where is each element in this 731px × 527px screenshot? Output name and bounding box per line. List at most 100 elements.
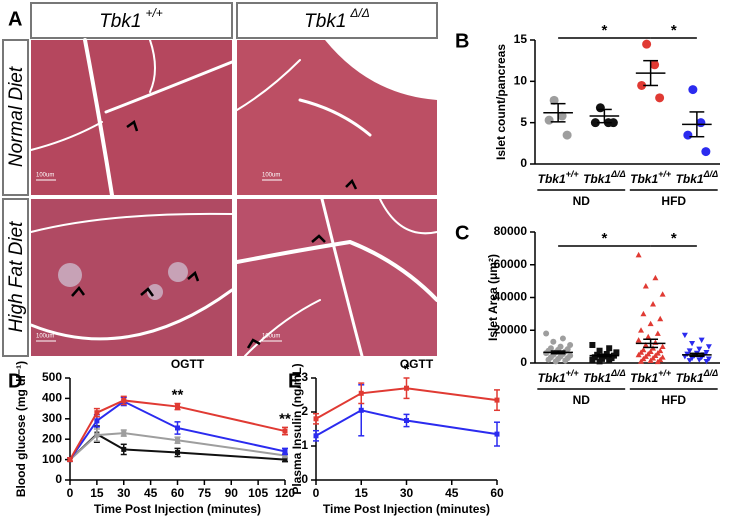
- y-tick-label: 10: [514, 74, 528, 88]
- data-point: [642, 341, 649, 348]
- x-tick-label: 60: [171, 486, 185, 500]
- x-tick-label: 30: [400, 486, 414, 500]
- genotype: +/+: [566, 169, 580, 179]
- x-tick-label: 45: [144, 486, 158, 500]
- panel-letter: E: [288, 370, 301, 392]
- data-point: [681, 332, 688, 339]
- x-tick-label: 0: [313, 486, 320, 500]
- arrowhead: [140, 287, 155, 297]
- genotype: Δ/Δ: [703, 169, 719, 179]
- data-point: [645, 350, 652, 357]
- x-tick-label: 45: [445, 486, 459, 500]
- y-tick-label: 300: [42, 411, 62, 425]
- gene: Tbk1: [538, 371, 566, 385]
- header-box: [30, 2, 233, 39]
- header-box: [236, 2, 438, 39]
- data-point: [657, 315, 664, 322]
- data-point: [689, 340, 696, 347]
- data-point: [686, 358, 693, 364]
- data-point: [647, 320, 654, 327]
- data-point: [559, 335, 566, 342]
- vein: [29, 288, 234, 341]
- data-point: [313, 416, 319, 422]
- y-axis-label: Islet Area (μm²): [486, 254, 500, 341]
- data-point: [175, 437, 180, 443]
- gene: Tbk1: [583, 172, 611, 186]
- data-point: [589, 341, 596, 348]
- data-point: [637, 80, 647, 90]
- x-tick-label: Tbk1+/+: [538, 169, 580, 186]
- data-point: [701, 147, 711, 157]
- data-point: [640, 346, 647, 353]
- y-tick-label: 0: [55, 472, 62, 486]
- data-point: [606, 345, 613, 352]
- arrowhead: [126, 119, 139, 132]
- data-point: [703, 358, 710, 365]
- x-tick-label: 105: [248, 486, 268, 500]
- vein: [298, 98, 372, 137]
- gene: Tbk1: [304, 11, 346, 32]
- data-point: [640, 355, 647, 362]
- x-tick-label: Tbk1Δ/Δ: [676, 368, 719, 385]
- data-point: [175, 425, 180, 431]
- data-point: [642, 39, 652, 49]
- data-point: [705, 344, 712, 350]
- arrowhead: [345, 178, 358, 190]
- panel-letter: A: [8, 8, 22, 30]
- significance-label: *: [671, 230, 677, 247]
- data-point: [606, 357, 613, 364]
- series-line: [315, 387, 498, 420]
- group-label: HFD: [661, 194, 686, 208]
- data-point: [650, 301, 657, 307]
- histology-image: 100um: [30, 38, 234, 197]
- vein: [235, 239, 439, 302]
- significance-label: *: [671, 22, 677, 39]
- row-label: Normal Diet: [6, 66, 27, 167]
- chart-title: OGTT: [400, 357, 434, 371]
- vein: [83, 38, 114, 197]
- x-tick-label: 75: [198, 486, 212, 500]
- significance-label: *: [601, 230, 607, 247]
- data-point: [549, 95, 559, 105]
- data-point: [659, 354, 666, 360]
- x-tick-label: Tbk1Δ/Δ: [676, 169, 719, 186]
- data-point: [562, 357, 569, 364]
- y-tick-label: 1: [301, 438, 308, 452]
- data-point: [686, 348, 693, 354]
- data-point: [596, 358, 603, 365]
- data-point: [543, 330, 550, 337]
- data-point: [94, 418, 100, 424]
- panel-letter: D: [8, 370, 22, 392]
- x-tick-label: Tbk1+/+: [630, 169, 672, 186]
- tissue: [237, 199, 437, 356]
- vein: [104, 60, 234, 114]
- data-point: [313, 433, 319, 439]
- data-point: [282, 453, 288, 459]
- y-tick-label: 40000: [494, 290, 528, 304]
- data-point: [494, 397, 500, 403]
- group-label: ND: [573, 194, 591, 208]
- y-tick-label: 60000: [494, 257, 528, 271]
- data-point: [635, 251, 642, 258]
- x-tick-label: Tbk1Δ/Δ: [583, 169, 626, 186]
- data-point: [654, 358, 661, 365]
- significance-label: **: [172, 386, 184, 403]
- x-tick-label: 30: [117, 486, 131, 500]
- chart-panel: C 0 20000 40000 60000 80000 Islet Area (μm²) Tb…: [455, 222, 720, 407]
- data-point: [590, 118, 600, 128]
- significance-label: *: [404, 361, 410, 378]
- gene: Tbk1: [676, 172, 704, 186]
- histology-image: 100um: [235, 197, 439, 358]
- data-point: [638, 358, 645, 364]
- genotype: +/+: [145, 6, 162, 20]
- data-point: [659, 343, 666, 350]
- data-point: [642, 283, 649, 289]
- data-point: [638, 327, 645, 333]
- data-point: [640, 310, 647, 317]
- chart-title: OGTT: [171, 357, 205, 371]
- data-point: [652, 339, 659, 345]
- data-point: [562, 130, 572, 140]
- row-label: High Fat Diet: [6, 221, 27, 333]
